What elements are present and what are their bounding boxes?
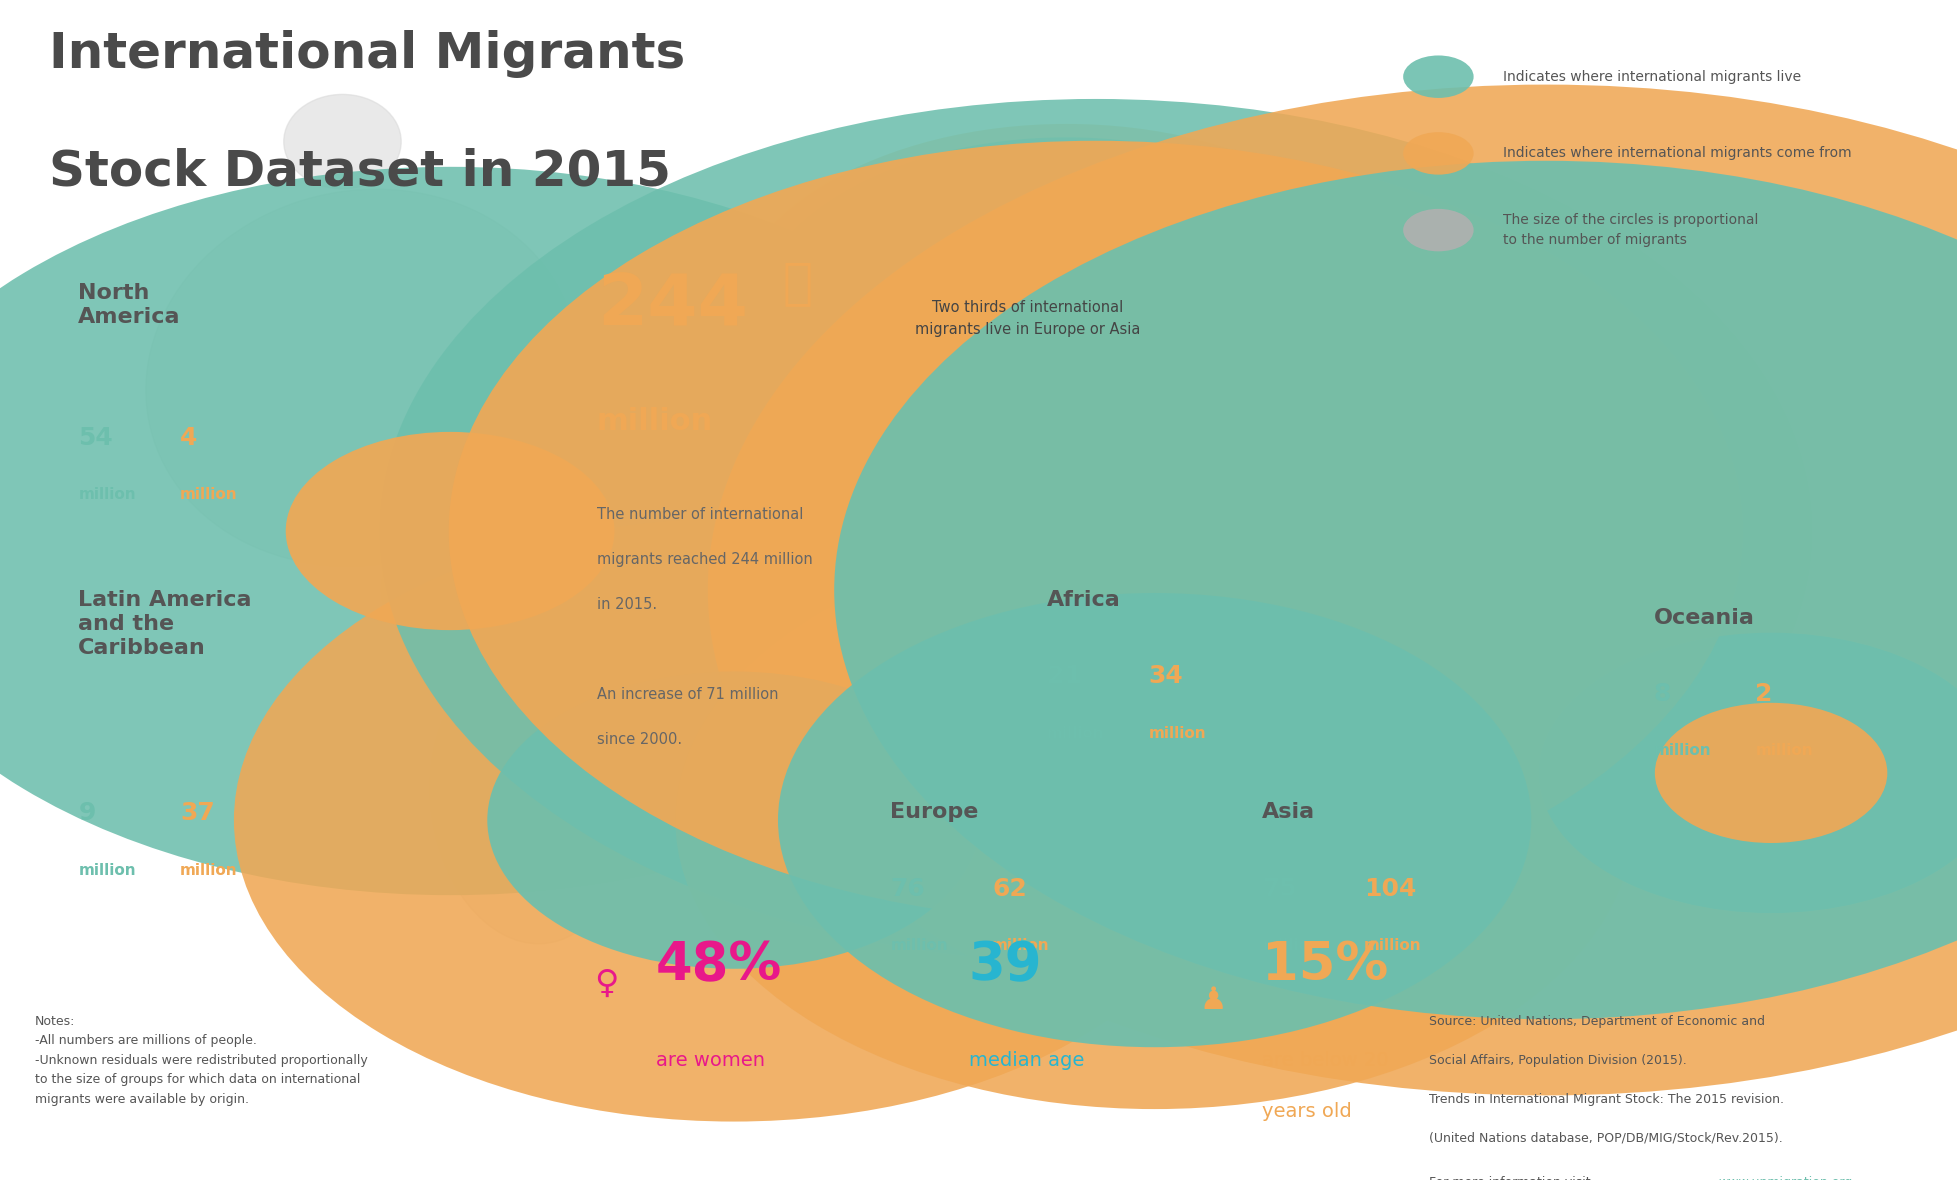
Text: 104: 104 — [1364, 877, 1417, 900]
Circle shape — [779, 594, 1530, 1047]
Text: 62: 62 — [992, 877, 1027, 900]
Text: million: million — [1654, 743, 1710, 759]
Circle shape — [708, 85, 1957, 1095]
Text: Asia: Asia — [1262, 802, 1315, 822]
Text: Source: United Nations, Department of Economic and: Source: United Nations, Department of Ec… — [1429, 1015, 1765, 1028]
Text: 4: 4 — [180, 426, 198, 450]
Circle shape — [1403, 55, 1474, 98]
Text: Trends in International Migrant Stock: The 2015 revision.: Trends in International Migrant Stock: T… — [1429, 1093, 1783, 1106]
Text: years old: years old — [1262, 1102, 1352, 1121]
Text: Notes:
-All numbers are millions of people.
-Unknown residuals were redistribute: Notes: -All numbers are millions of peop… — [35, 1015, 368, 1106]
Text: 8: 8 — [1654, 682, 1671, 706]
Circle shape — [1656, 703, 1887, 843]
Text: 48%: 48% — [656, 939, 783, 991]
Text: are women: are women — [656, 1051, 765, 1070]
Text: million: million — [180, 487, 237, 503]
Text: median age: median age — [969, 1051, 1084, 1070]
Circle shape — [286, 432, 614, 630]
Ellipse shape — [920, 206, 998, 289]
Text: are below 20: are below 20 — [1262, 1051, 1389, 1070]
Ellipse shape — [939, 260, 1076, 401]
Text: Europe: Europe — [890, 802, 978, 822]
Text: migrants reached 244 million: migrants reached 244 million — [597, 552, 812, 568]
Ellipse shape — [431, 661, 626, 944]
Text: million: million — [1755, 743, 1812, 759]
Text: Indicates where international migrants come from: Indicates where international migrants c… — [1503, 146, 1851, 160]
Text: in 2015.: in 2015. — [597, 597, 658, 612]
Text: Latin America
and the
Caribbean: Latin America and the Caribbean — [78, 590, 252, 658]
Text: Indicates where international migrants live: Indicates where international migrants l… — [1503, 70, 1800, 84]
Text: million: million — [890, 938, 947, 953]
Text: million: million — [1149, 726, 1206, 741]
Ellipse shape — [1687, 389, 1738, 460]
Circle shape — [675, 531, 1634, 1109]
Text: million: million — [78, 487, 135, 503]
Text: million: million — [78, 863, 135, 878]
Ellipse shape — [930, 484, 1125, 791]
Text: 37: 37 — [180, 801, 215, 825]
Circle shape — [746, 137, 1388, 524]
Text: ♀: ♀ — [595, 966, 618, 999]
Text: ♟: ♟ — [1200, 985, 1227, 1015]
Text: Oceania: Oceania — [1654, 608, 1755, 628]
Circle shape — [448, 140, 1744, 922]
Circle shape — [1403, 132, 1474, 175]
Text: Africa: Africa — [1047, 590, 1121, 610]
Circle shape — [1403, 209, 1474, 251]
Text: Stock Dataset in 2015: Stock Dataset in 2015 — [49, 148, 671, 196]
Text: 244: 244 — [597, 271, 748, 340]
Text: (United Nations database, POP/DB/MIG/Stock/Rev.2015).: (United Nations database, POP/DB/MIG/Sto… — [1429, 1132, 1783, 1145]
Text: million: million — [1047, 726, 1104, 741]
Ellipse shape — [382, 543, 460, 637]
Circle shape — [235, 519, 1233, 1121]
Ellipse shape — [1438, 584, 1536, 690]
Circle shape — [1538, 632, 1957, 913]
Circle shape — [380, 99, 1812, 963]
Text: 2: 2 — [1755, 682, 1773, 706]
Text: International Migrants: International Migrants — [49, 30, 685, 78]
Circle shape — [487, 671, 980, 969]
Circle shape — [834, 160, 1957, 1020]
Text: North
America: North America — [78, 283, 180, 327]
Ellipse shape — [147, 189, 577, 566]
Text: million: million — [1262, 938, 1319, 953]
Ellipse shape — [1145, 484, 1223, 555]
Text: 9: 9 — [78, 801, 96, 825]
Text: million: million — [992, 938, 1049, 953]
Text: An increase of 71 million: An increase of 71 million — [597, 687, 779, 702]
Circle shape — [724, 124, 1409, 537]
Text: 39: 39 — [969, 939, 1043, 991]
Ellipse shape — [1194, 177, 1624, 531]
Text: million: million — [180, 863, 237, 878]
Text: 75: 75 — [1262, 877, 1297, 900]
Circle shape — [0, 166, 1055, 896]
Text: For more information visit:: For more information visit: — [1429, 1176, 1599, 1180]
Ellipse shape — [284, 94, 401, 189]
Text: The size of the circles is proportional
to the number of migrants: The size of the circles is proportional … — [1503, 214, 1757, 247]
Text: The number of international: The number of international — [597, 507, 802, 523]
Text: since 2000.: since 2000. — [597, 732, 681, 747]
Text: Two thirds of international
migrants live in Europe or Asia: Two thirds of international migrants liv… — [914, 300, 1141, 337]
Text: million: million — [1364, 938, 1421, 953]
Text: 21: 21 — [1047, 664, 1082, 688]
Text: million: million — [597, 407, 712, 437]
Text: 15%: 15% — [1262, 939, 1389, 991]
Ellipse shape — [1630, 708, 1797, 826]
Text: 54: 54 — [78, 426, 114, 450]
Text: 🏃: 🏃 — [783, 260, 812, 308]
Text: www.unmigration.org: www.unmigration.org — [1718, 1176, 1853, 1180]
Text: Social Affairs, Population Division (2015).: Social Affairs, Population Division (201… — [1429, 1054, 1687, 1067]
Text: 76: 76 — [890, 877, 926, 900]
Text: 34: 34 — [1149, 664, 1184, 688]
